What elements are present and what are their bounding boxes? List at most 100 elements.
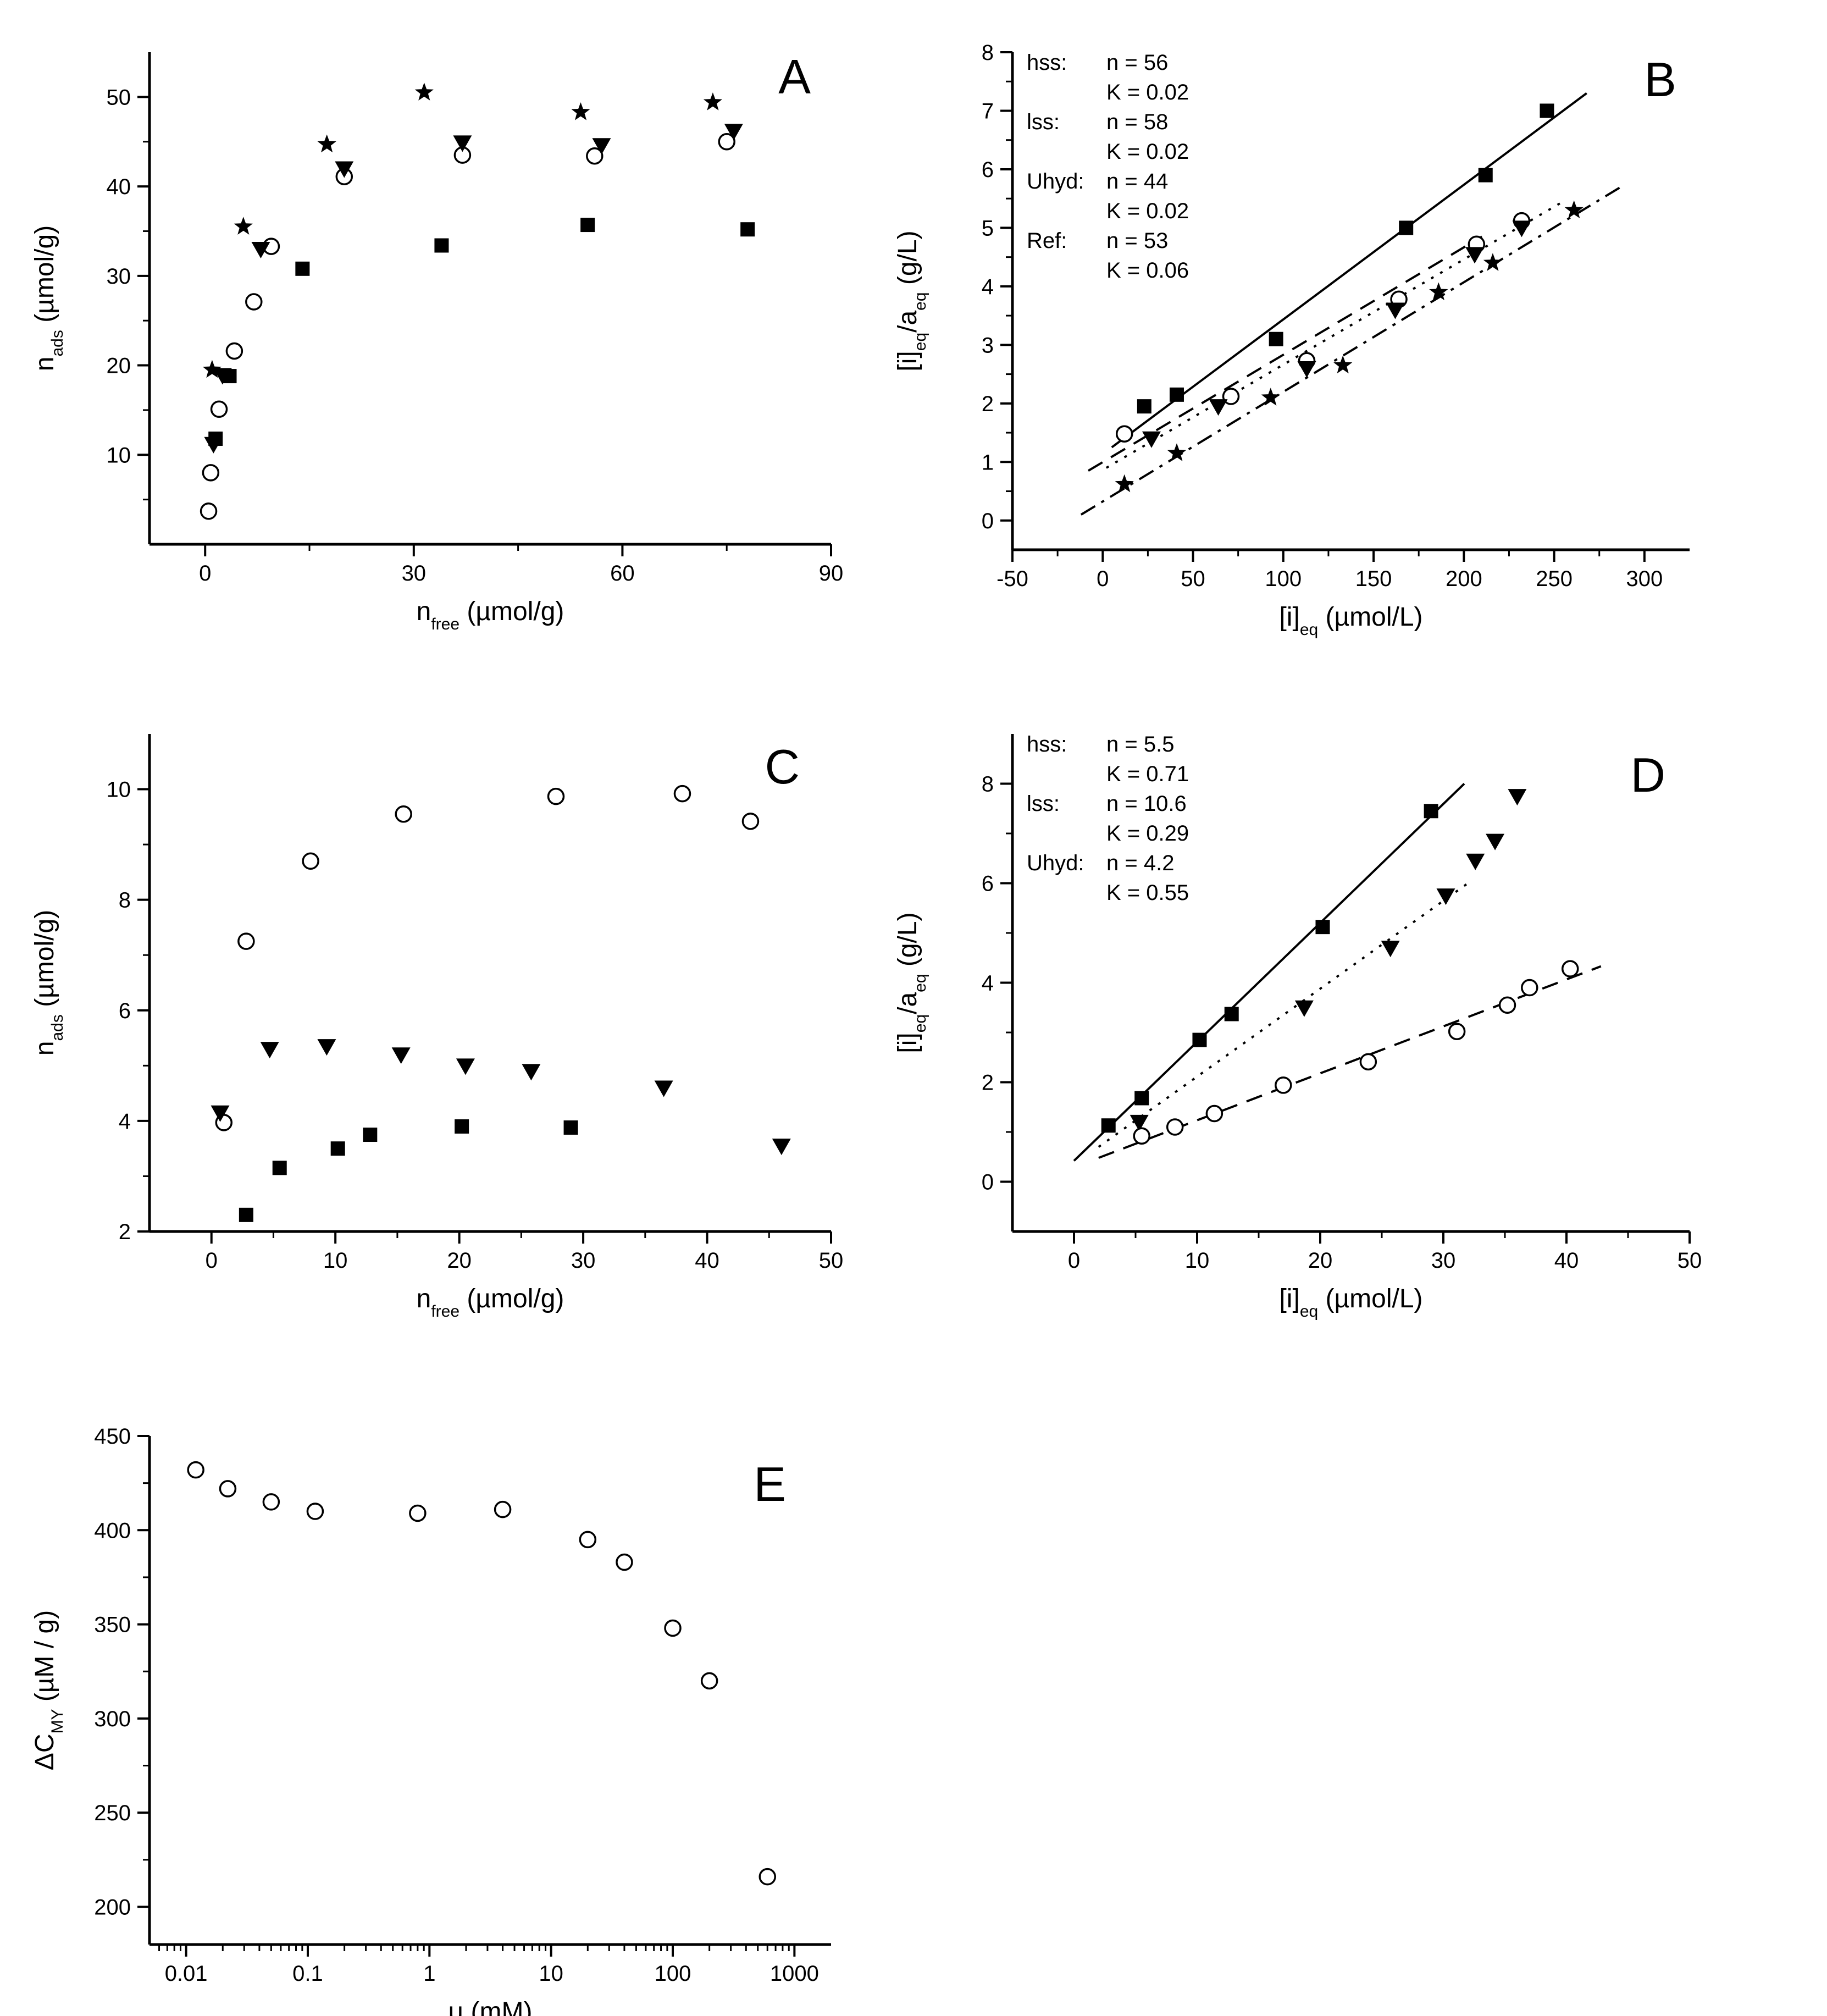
data-point-star [414, 82, 434, 101]
data-point-triangle [1209, 399, 1228, 416]
data-point-star [571, 102, 590, 120]
data-point-star [1333, 355, 1353, 374]
data-point-triangle [1512, 220, 1531, 237]
x-tick-label: 10 [323, 1249, 348, 1273]
data-point-square [1169, 387, 1184, 402]
data-point-circle [210, 400, 228, 418]
annotation-label: hss: [1027, 51, 1067, 75]
data-point-square [1137, 399, 1151, 414]
x-tick-label: 1000 [770, 1962, 819, 1986]
data-point-circle [664, 1619, 682, 1637]
annotation-k: K = 0.29 [1106, 821, 1189, 846]
x-tick-label: 0.01 [165, 1962, 208, 1986]
data-point-circle [395, 805, 412, 823]
y-tick-label: 8 [982, 772, 994, 797]
data-point-triangle [1508, 789, 1527, 806]
fit-line-star [1080, 186, 1622, 516]
x-tick-label: 10 [1185, 1249, 1210, 1273]
data-point-circle [245, 293, 263, 311]
data-point-circle [579, 1531, 597, 1549]
data-point-square [1224, 1007, 1239, 1021]
y-tick-label: 300 [94, 1707, 131, 1731]
x-tick-label: 0 [1068, 1249, 1080, 1273]
data-point-circle [1205, 1104, 1223, 1123]
annotation-n: n = 56 [1106, 51, 1168, 75]
x-axis-label: nfree (µmol/g) [417, 597, 564, 633]
data-point-circle [494, 1500, 512, 1518]
data-point-triangle [724, 124, 743, 141]
annotation-n: n = 44 [1106, 169, 1168, 194]
panel-letter: E [754, 1457, 786, 1511]
annotation-label: hss: [1027, 732, 1067, 756]
annotation-k: K = 0.06 [1106, 258, 1189, 283]
data-point-circle [302, 852, 319, 870]
data-point-triangle [213, 368, 232, 385]
data-point-circle [1275, 1076, 1292, 1094]
y-tick-label: 450 [94, 1424, 131, 1449]
x-tick-label: 30 [1431, 1249, 1456, 1273]
x-axis-label: [i]eq (µmol/L) [1279, 603, 1422, 639]
data-point-circle [1521, 979, 1538, 997]
data-point-circle [219, 1480, 237, 1498]
annotation-k: K = 0.71 [1106, 762, 1189, 786]
data-point-triangle [1466, 853, 1485, 870]
x-tick-label: 60 [610, 561, 635, 586]
panel-letter: A [778, 49, 811, 104]
annotation-n: n = 10.6 [1106, 792, 1187, 816]
data-point-circle [741, 813, 760, 830]
panel-a: 10 20 30 40 50 0 30 60 90 nfree (µmol/g) nads (µmo… [30, 49, 843, 633]
x-tick-label: 300 [1626, 567, 1663, 591]
data-point-star [234, 217, 253, 235]
panel-letter: B [1644, 52, 1676, 107]
x-tick-label: 30 [402, 561, 427, 586]
x-tick-label: 200 [1446, 567, 1482, 591]
y-tick-label: 50 [107, 85, 131, 109]
panel-d: 0 2 4 6 8 0 10 20 30 40 50 [i]eq (µmol/L) [i]eq/aeq … [893, 732, 1702, 1321]
panel-letter: C [765, 739, 800, 794]
y-tick-label: 7 [982, 99, 994, 123]
data-point-square [455, 1119, 469, 1134]
data-point-triangle [1294, 1000, 1314, 1017]
data-point-square [1101, 1118, 1116, 1133]
data-point-square [1315, 920, 1330, 935]
x-tick-label: 50 [1181, 567, 1205, 591]
annotation-label: Uhyd: [1027, 169, 1084, 194]
y-tick-label: 0 [982, 509, 994, 533]
data-point-star [1261, 388, 1280, 406]
panel-letter: D [1630, 748, 1665, 802]
data-point-circle [700, 1672, 718, 1690]
data-point-square [434, 238, 449, 253]
data-point-triangle [456, 1058, 475, 1075]
data-point-triangle [1486, 833, 1505, 850]
annotation-n: n = 58 [1106, 110, 1168, 134]
data-point-star [1115, 474, 1134, 493]
data-point-triangle [1142, 431, 1161, 448]
data-point-circle [1561, 960, 1579, 977]
data-point-star [202, 360, 222, 378]
annotation-n: n = 5.5 [1106, 732, 1174, 756]
x-tick-label: 90 [819, 561, 844, 586]
y-axis-label: [i]eq/aeq (g/L) [893, 230, 929, 371]
data-point-circle [1222, 388, 1240, 405]
x-tick-label: 150 [1355, 567, 1392, 591]
y-axis-label: ΔCMY (µM / g) [30, 1610, 67, 1770]
annotation-n: n = 4.2 [1106, 851, 1174, 875]
annotation-k: K = 0.55 [1106, 881, 1189, 905]
x-tick-label: 40 [695, 1249, 719, 1273]
data-point-star [317, 134, 336, 153]
data-point-triangle [592, 138, 611, 155]
y-tick-label: 5 [982, 216, 994, 240]
data-point-circle [759, 1868, 777, 1886]
data-point-circle [306, 1503, 324, 1520]
y-tick-label: 6 [982, 872, 994, 896]
fit-line-triangle [1105, 200, 1564, 469]
data-point-square [272, 1161, 287, 1175]
panel-b: 0 1 2 3 4 5 6 7 8 -50 0 50 100 150 200 250 300 [i]eq (µmo… [893, 41, 1690, 639]
data-point-square [580, 218, 595, 233]
data-point-triangle [453, 135, 472, 152]
data-point-triangle [654, 1080, 673, 1097]
y-tick-label: 350 [94, 1613, 131, 1637]
data-point-triangle [211, 1105, 230, 1122]
data-point-circle [262, 1493, 280, 1511]
annotation-k: K = 0.02 [1106, 140, 1189, 164]
